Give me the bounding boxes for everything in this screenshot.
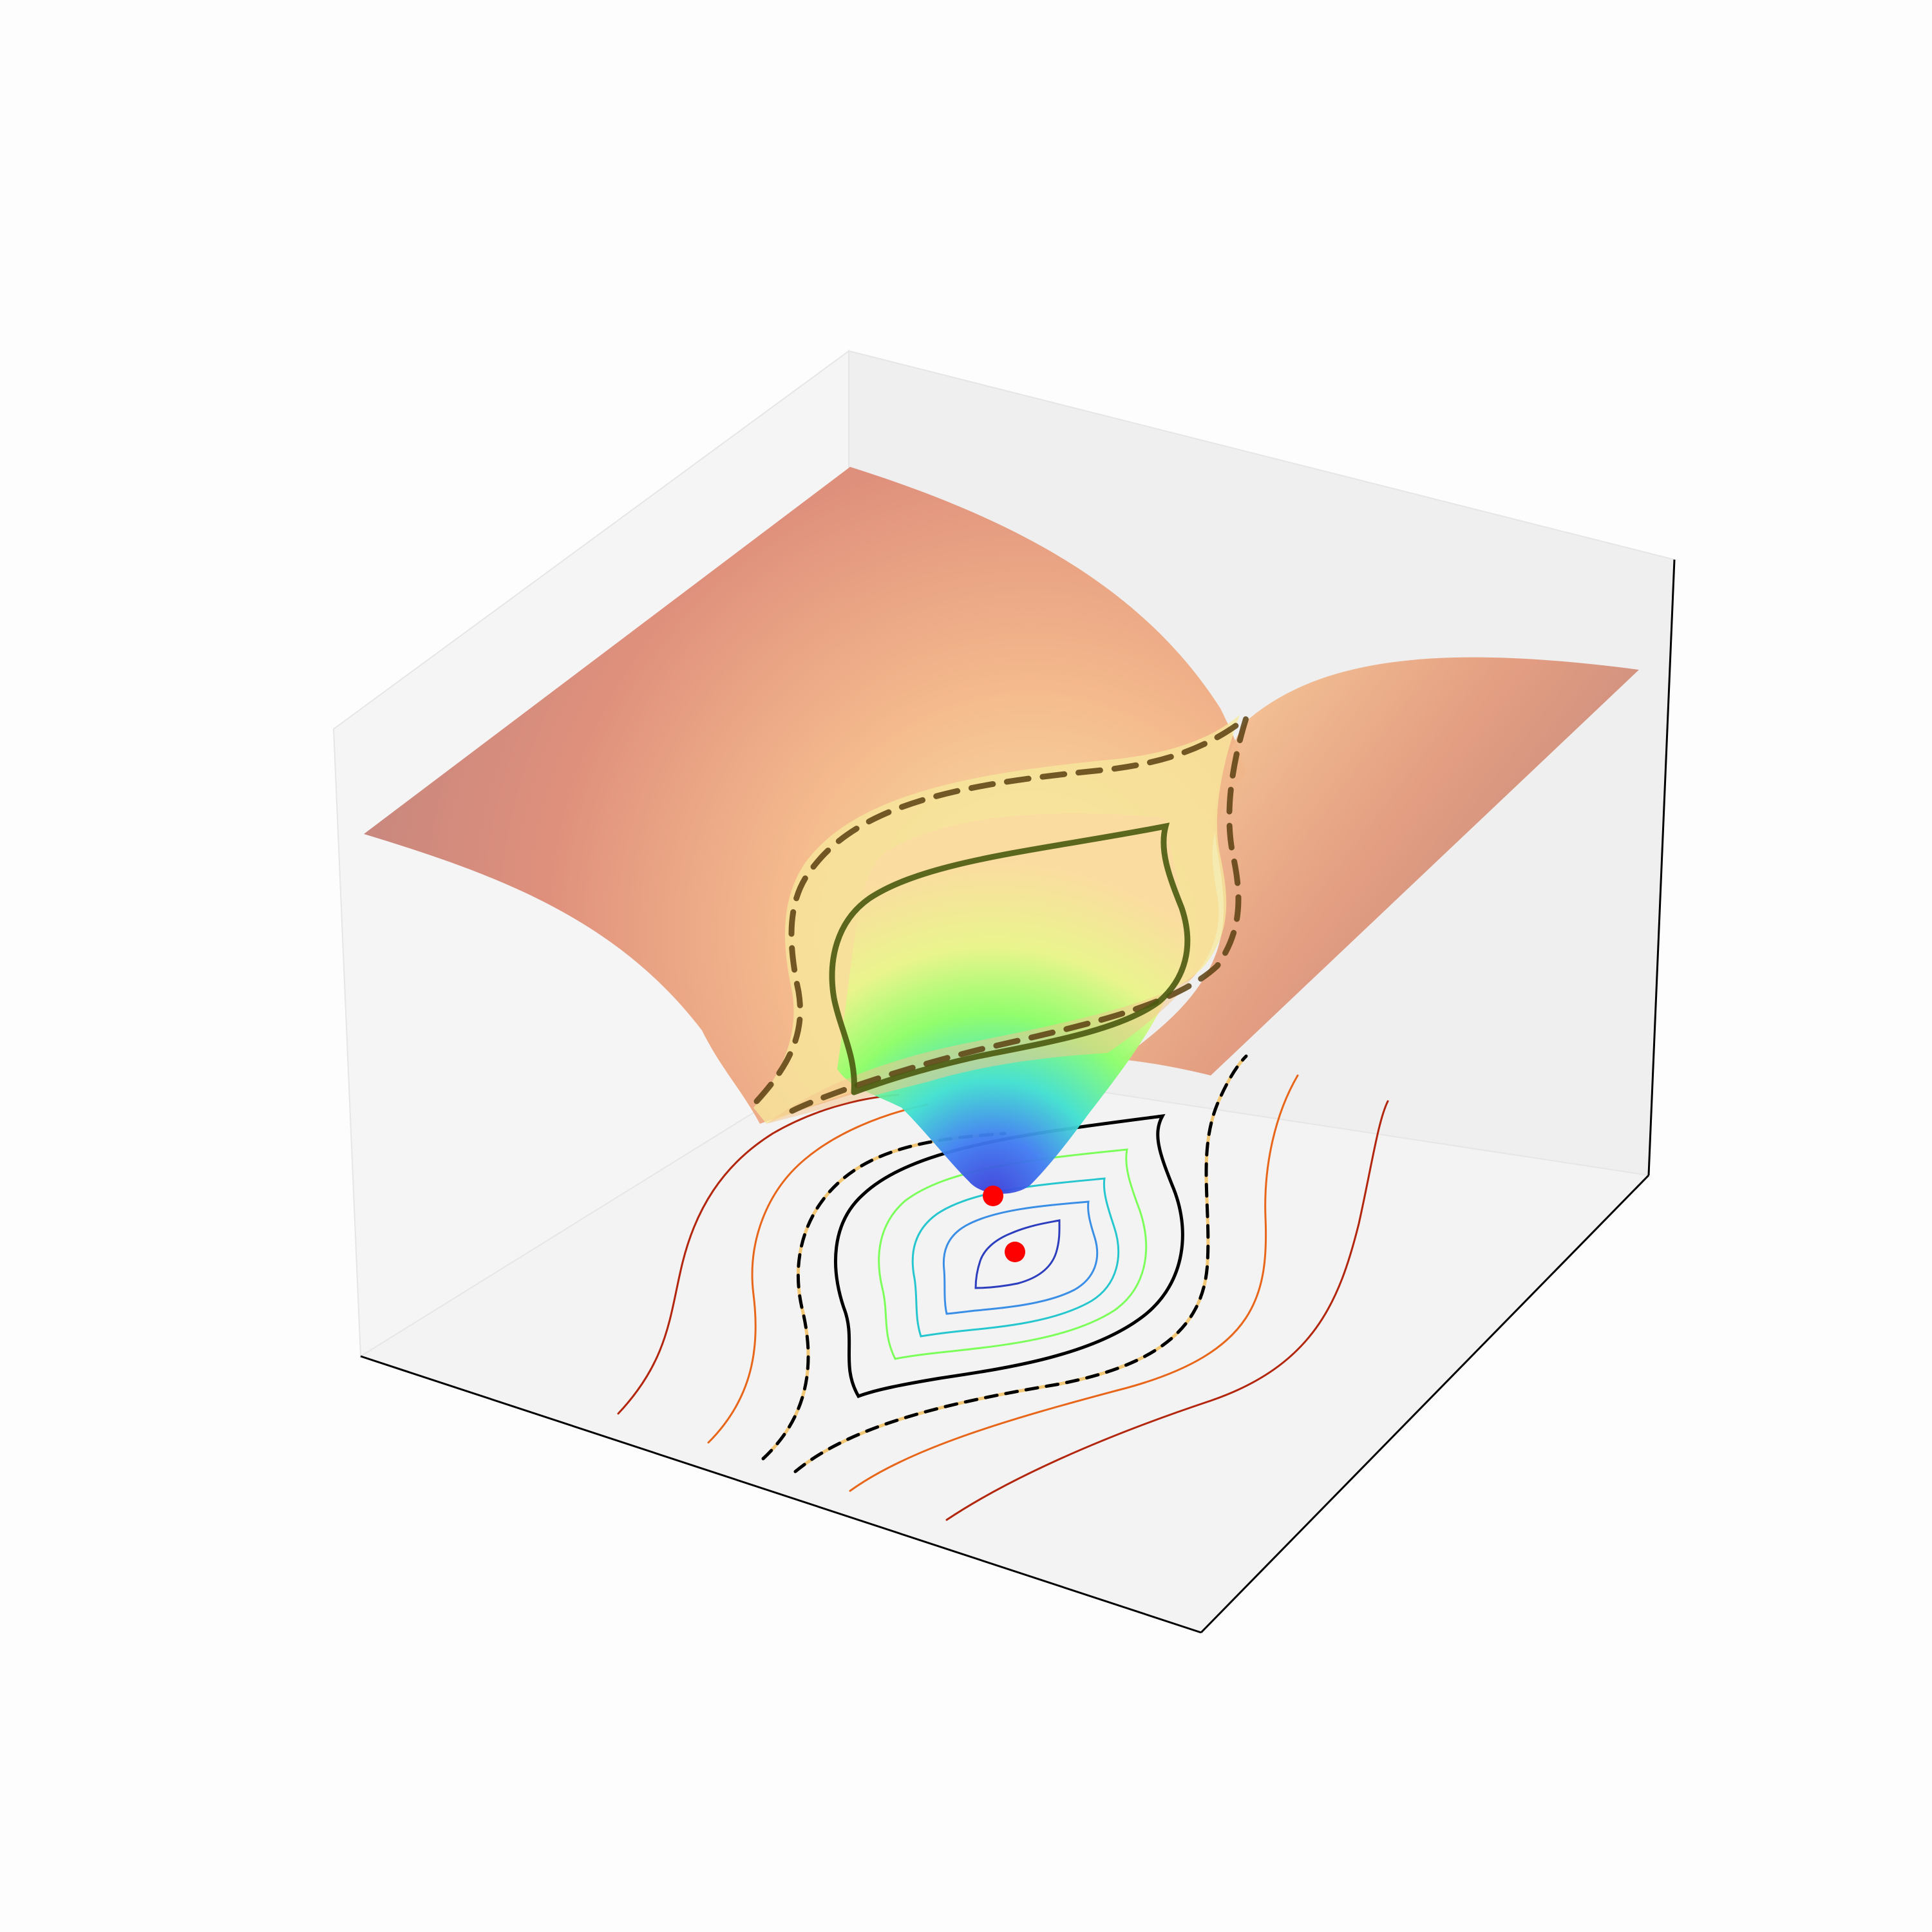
surface-funnel (837, 813, 1185, 1194)
marker-minimum-surface (983, 1186, 1003, 1206)
floor-contour-red-right (945, 1100, 1389, 1521)
axis-edge-front (360, 1355, 1202, 1634)
floor-contour-orange-right (849, 1074, 1299, 1492)
axis-edge-right-vertical (1647, 559, 1676, 1176)
markers (983, 1186, 1025, 1262)
floor-contour-dark-blue (974, 1219, 1061, 1289)
floor-contour-teal (911, 1177, 1119, 1338)
surface-contours (753, 710, 1252, 1114)
floor-contours (617, 1054, 1389, 1521)
floor-contour-green (878, 1148, 1148, 1360)
surface-contour-solid (829, 822, 1191, 1095)
floor-contour-solid-black (834, 1113, 1184, 1399)
marker-minimum-floor (1005, 1242, 1025, 1262)
floor-contour-red-left (617, 1094, 900, 1415)
surface-contour-dashed (753, 710, 1252, 1114)
floor-contour-dashed (761, 1054, 1248, 1473)
floor-contour-orange-left (707, 1103, 929, 1444)
floor-contour-light-blue (942, 1200, 1099, 1315)
surface-right-sheet (1121, 657, 1639, 1075)
axis-edge-right-bottom (1200, 1174, 1650, 1634)
